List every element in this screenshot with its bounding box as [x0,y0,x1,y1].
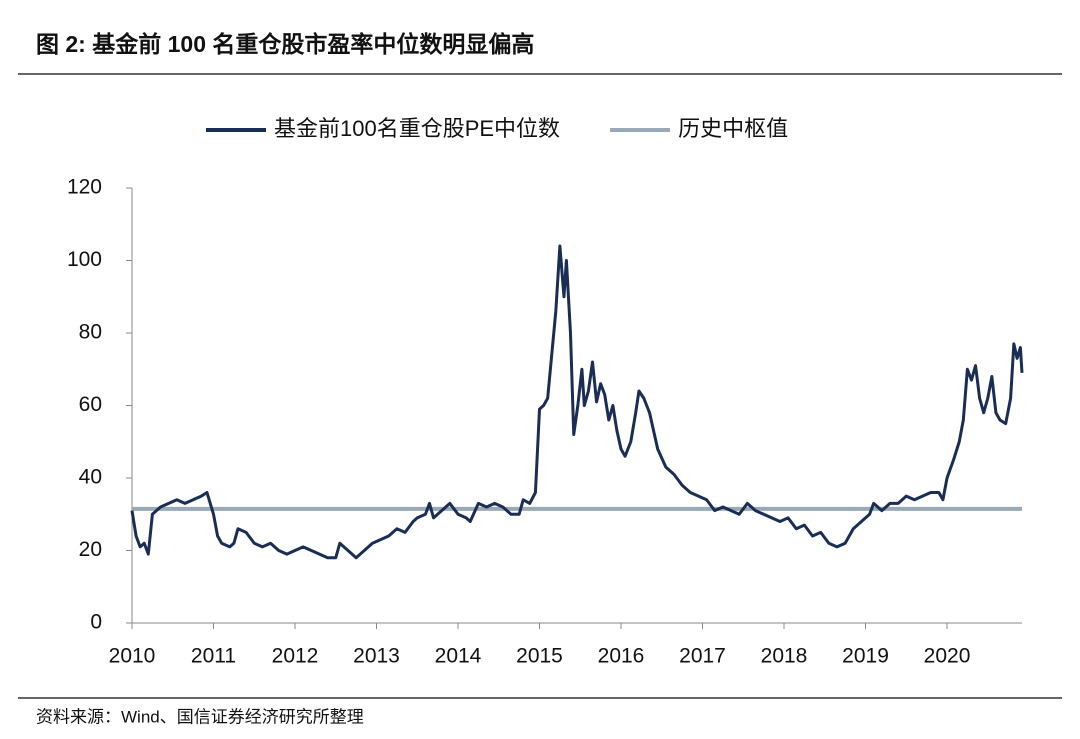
x-tick-label: 2016 [598,645,645,668]
y-tick-label: 40 [79,466,102,489]
chart-title: 图 2: 基金前 100 名重仓股市盈率中位数明显偏高 [36,31,534,57]
y-tick-label: 120 [67,176,102,199]
y-tick-label: 0 [90,611,102,634]
x-tick-label: 2020 [924,645,971,668]
x-tick-label: 2018 [761,645,808,668]
y-tick-label: 20 [79,538,102,561]
x-tick-label: 2012 [272,645,319,668]
legend-label: 基金前100名重仓股PE中位数 [274,116,560,141]
x-tick-label: 2014 [435,645,482,668]
x-tick-label: 2019 [842,645,889,668]
data-line [130,244,1024,560]
source-note: 资料来源：Wind、国信证券经济研究所整理 [36,707,364,726]
x-tick-label: 2011 [191,645,236,668]
x-tick-label: 2015 [516,645,563,668]
y-tick-label: 60 [79,393,102,416]
x-tick-label: 2013 [353,645,400,668]
x-tick-label: 2017 [679,645,726,668]
x-tick-label: 2010 [109,645,156,668]
y-tick-label: 100 [67,248,102,271]
y-tick-label: 80 [79,321,102,344]
legend-label: 历史中枢值 [678,116,788,141]
